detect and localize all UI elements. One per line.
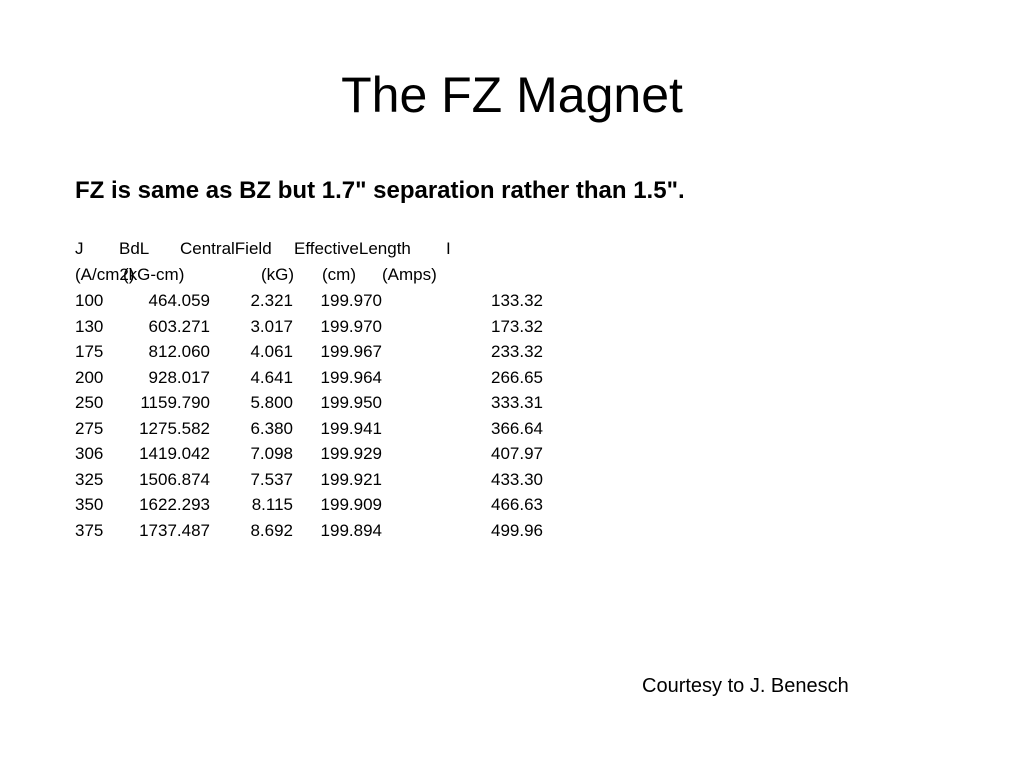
table-cell: 2.321	[250, 291, 293, 310]
table-cell: 812.060	[148, 342, 210, 361]
table-cell: 1737.487	[139, 520, 210, 540]
table-cell: 7.098	[250, 444, 293, 463]
table-cell: 603.271	[148, 316, 210, 336]
subtitle: FZ is same as BZ but 1.7" separation rat…	[75, 177, 685, 204]
slide-title: The FZ Magnet	[341, 67, 683, 123]
table-cell: 199.970	[320, 291, 382, 310]
table-cell: 1419.042	[139, 444, 210, 463]
table-cell: 199.909	[320, 495, 382, 514]
table-cell: 464.059	[148, 291, 210, 310]
table-cell: 333.31	[491, 393, 543, 412]
table-cell: 8.115	[251, 495, 293, 514]
table-cell: J	[75, 239, 84, 258]
table-cell: 200	[75, 367, 104, 387]
table-cell: (kG-cm)	[123, 265, 185, 284]
table-cell: 1506.874	[139, 469, 210, 489]
table-cell: BdL	[119, 239, 150, 258]
table-cell: 366.64	[491, 418, 543, 438]
table-cell: 499.96	[491, 520, 543, 540]
table-cell: 275	[75, 418, 104, 438]
table-cell: 1622.293	[139, 495, 210, 514]
table-cell: 173.32	[491, 316, 543, 336]
table-cell: 306	[75, 444, 104, 463]
table-cell: 3.017	[250, 316, 293, 336]
table-cell: EffectiveLength	[294, 239, 411, 258]
table-cell: 250	[75, 393, 104, 412]
table-cell: CentralField	[180, 239, 272, 258]
table-cell: 375	[75, 520, 104, 540]
table-cell: 1275.582	[139, 418, 210, 438]
table-cell: 130	[75, 316, 104, 336]
table-cell: 233.32	[491, 342, 543, 361]
table-cell: 199.894	[320, 520, 382, 540]
table-cell: 5.800	[250, 393, 293, 412]
table-cell: 100	[75, 291, 104, 310]
table-cell: 175	[75, 342, 104, 361]
table-cell: 350	[75, 495, 104, 514]
table-cell: 199.921	[320, 469, 382, 489]
table-cell: 7.537	[250, 469, 293, 489]
table-cell: (A/cm2)	[75, 265, 135, 284]
table-cell: 4.061	[250, 342, 293, 361]
table-cell: (kG)	[261, 265, 295, 284]
table-cell: 325	[75, 469, 104, 489]
table-cell: (Amps)	[382, 265, 437, 284]
table-cell: 407.97	[491, 444, 543, 463]
table-cell: 199.941	[320, 418, 382, 438]
table-cell: 433.30	[491, 469, 543, 489]
table-cell: I	[446, 239, 451, 258]
table-cell: 199.950	[320, 393, 382, 412]
table-cell: (cm)	[322, 265, 356, 284]
table-cell: 133.32	[491, 291, 543, 310]
courtesy-note: Courtesy to J. Benesch	[642, 675, 849, 697]
table-cell: 266.65	[491, 367, 543, 387]
table-cell: 199.967	[320, 342, 382, 361]
table-cell: 199.964	[320, 367, 382, 387]
table-cell: 466.63	[491, 495, 543, 514]
table-cell: 1159.790	[140, 393, 210, 412]
table-cell: 199.970	[320, 316, 382, 336]
table-cell: 4.641	[250, 367, 293, 387]
table-cell: 928.017	[148, 367, 210, 387]
table-cell: 6.380	[250, 418, 293, 438]
table-cell: 8.692	[250, 520, 293, 540]
table-cell: 199.929	[320, 444, 382, 463]
